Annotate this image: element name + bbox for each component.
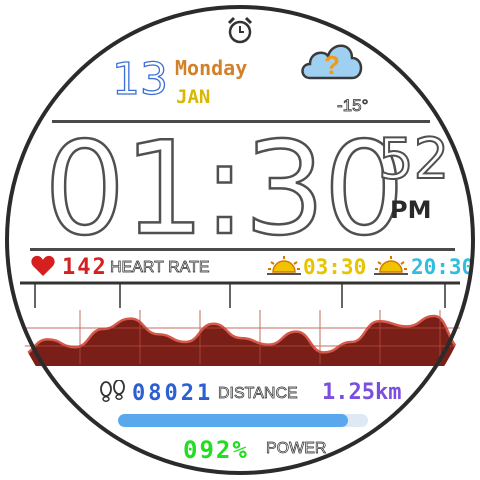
distance-label: DISTANCE	[218, 385, 298, 403]
heart-rate-value: 142	[62, 255, 108, 280]
sunrise-time: 03:30	[303, 255, 367, 279]
weekday: Monday	[175, 56, 248, 80]
battery-bar	[118, 414, 368, 427]
step-count: 08021	[132, 381, 214, 406]
time-seconds: 52	[377, 127, 450, 192]
cloud-question-icon[interactable]: ?	[298, 34, 366, 84]
sunset-time: 20:30	[411, 255, 475, 279]
time-ampm: PM	[390, 196, 432, 224]
sunrise-icon	[267, 256, 301, 275]
distance-value: 1.25km	[322, 380, 402, 405]
footsteps-icon	[100, 380, 125, 402]
battery-bar-fill	[118, 414, 348, 427]
middle-divider	[30, 248, 455, 251]
heart-icon[interactable]	[30, 254, 56, 278]
sunset-icon	[374, 256, 408, 275]
heart-rate-label: HEART RATE	[110, 259, 210, 277]
date-day: 13	[111, 54, 168, 105]
battery-label: POWER	[266, 440, 327, 458]
temperature: -15°	[337, 96, 369, 116]
alarm-clock-icon[interactable]	[224, 14, 256, 46]
time-hours-minutes: 01:30	[43, 115, 406, 264]
svg-text:?: ?	[324, 50, 340, 80]
battery-percent: 092%	[183, 436, 249, 464]
month: JAN	[176, 86, 211, 108]
heart-rate-graph	[19, 281, 463, 366]
top-divider	[52, 120, 430, 123]
